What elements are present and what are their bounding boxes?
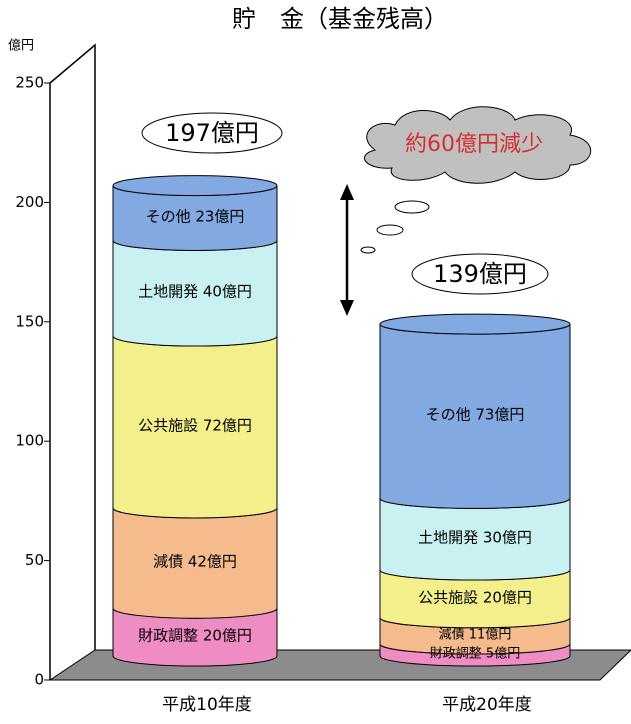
- thought-bubbles: [141, 106, 592, 316]
- y-tick-label: 0: [34, 671, 44, 689]
- segment-label: 土地開発 30億円: [418, 529, 532, 547]
- total-label: 197億円: [165, 119, 259, 147]
- segment-label: 公共施設 20億円: [418, 588, 532, 606]
- segment-label: その他 73億円: [426, 406, 525, 424]
- axis-frame: [49, 43, 96, 680]
- y-tick-label: 200: [15, 193, 44, 211]
- segment-label: 財政調整 20億円: [138, 627, 252, 645]
- x-tick-label: 平成10年度: [162, 695, 252, 715]
- chart-title: 貯 金（基金残高）: [232, 5, 448, 33]
- segment-label: 減債 11億円: [439, 626, 512, 642]
- segment-label: その他 23億円: [146, 208, 245, 226]
- y-tick-label: 150: [15, 312, 44, 330]
- callout-text: 約60億円減少: [405, 132, 543, 157]
- y-tick-label: 250: [15, 74, 44, 92]
- segment-label: 財政調整 5億円: [430, 646, 520, 662]
- x-tick-label: 平成20年度: [442, 695, 532, 715]
- total-label: 139億円: [433, 260, 527, 288]
- cylinder-top: [379, 313, 571, 335]
- y-tick-label: 100: [15, 432, 44, 450]
- y-axis-label: 億円: [8, 38, 34, 54]
- segment-label: 土地開発 40億円: [138, 283, 252, 301]
- segment-label: 公共施設 72億円: [138, 416, 252, 434]
- y-tick-label: 50: [25, 551, 44, 569]
- segment-label: 減債 42億円: [153, 553, 237, 571]
- cylinder-top: [112, 175, 278, 197]
